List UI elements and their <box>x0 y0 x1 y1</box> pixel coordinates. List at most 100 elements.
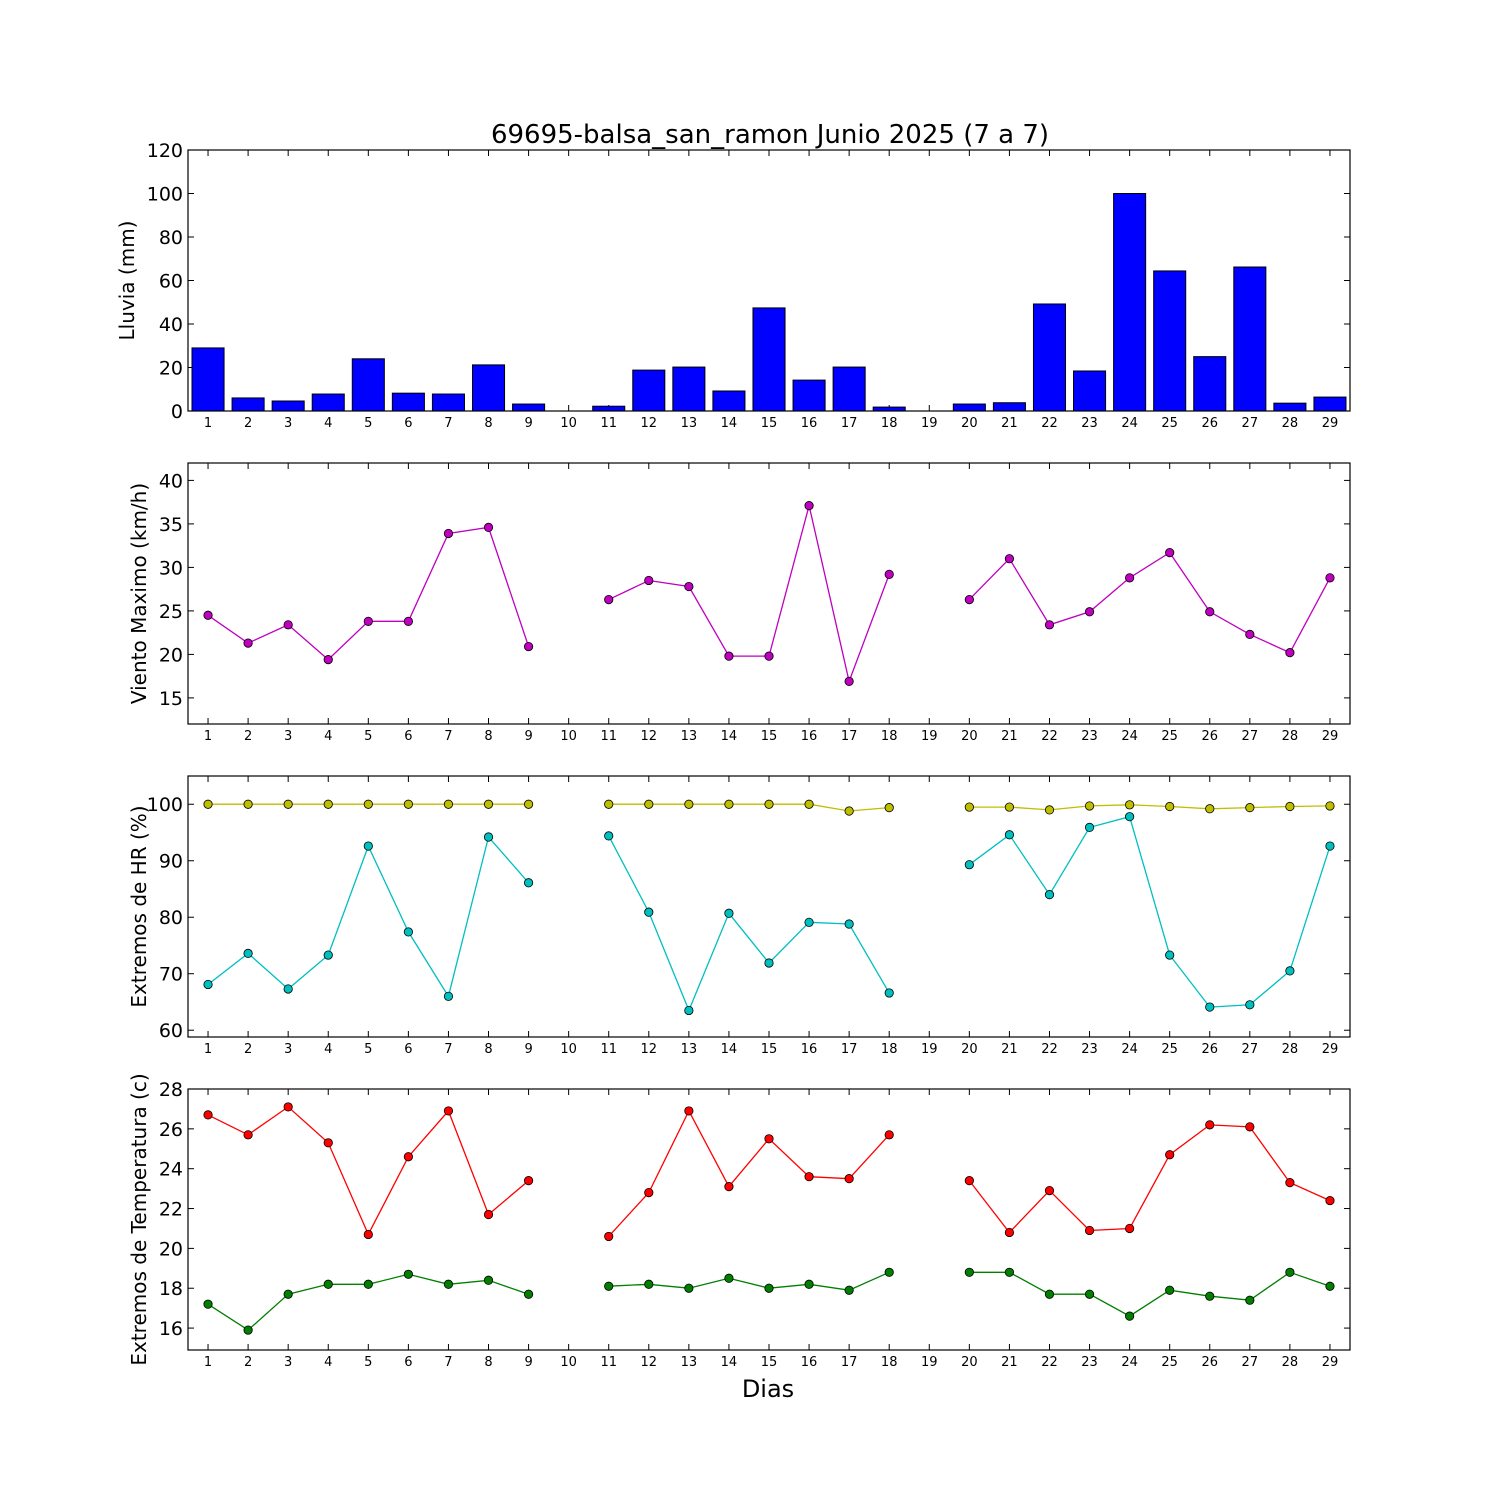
x-tick-label: 10 <box>560 729 577 744</box>
series-point <box>1044 620 1055 630</box>
rain-bar <box>351 358 385 412</box>
rain-bar <box>632 369 666 412</box>
series-point <box>483 1209 494 1220</box>
x-tick-label: 19 <box>921 416 938 431</box>
y-tick-label: 20 <box>159 644 183 666</box>
x-tick-label: 20 <box>961 729 978 744</box>
x-tick-label: 16 <box>801 729 818 744</box>
series-point <box>1245 1295 1255 1305</box>
series-point <box>523 641 534 652</box>
y-tick-label: 35 <box>159 514 183 536</box>
y-tick-label: 24 <box>159 1159 183 1181</box>
series-point <box>483 799 494 809</box>
x-tick-label: 5 <box>364 729 372 744</box>
series-point <box>844 1174 854 1184</box>
series-point <box>1044 1289 1055 1299</box>
x-tick-label: 21 <box>1001 1355 1018 1370</box>
x-tick-label: 15 <box>761 416 778 431</box>
rain-bar <box>1233 266 1267 412</box>
x-tick-label: 15 <box>761 1042 778 1057</box>
series-point <box>644 575 654 586</box>
series-point <box>884 569 894 579</box>
series-point <box>964 1176 974 1186</box>
x-tick-label: 10 <box>560 416 577 431</box>
plot-frame <box>187 1088 1351 1351</box>
series-point <box>1084 801 1095 811</box>
x-tick-label: 10 <box>560 1042 577 1057</box>
rain-bar <box>592 405 626 412</box>
series-point <box>964 594 974 605</box>
series-line-2 <box>207 1271 1331 1331</box>
rain-bar <box>271 400 305 412</box>
y-axis-label: Extremos de Temperatura (c) <box>127 1073 151 1365</box>
series-point <box>884 1267 894 1277</box>
series-point <box>283 1102 293 1112</box>
series-point <box>323 655 333 665</box>
x-tick-label: 2 <box>244 1042 252 1057</box>
x-tick-label: 9 <box>524 1042 532 1057</box>
x-tick-label: 17 <box>841 1042 858 1057</box>
series-point <box>363 799 373 809</box>
x-tick-label: 2 <box>244 729 252 744</box>
series-point <box>844 919 854 929</box>
x-tick-label: 26 <box>1201 1042 1218 1057</box>
x-tick-label: 11 <box>600 1042 617 1057</box>
series-point <box>604 1231 614 1242</box>
series-line-2 <box>207 815 1331 1013</box>
x-tick-label: 8 <box>484 416 492 431</box>
series-point <box>483 1275 494 1285</box>
x-tick-label: 3 <box>284 1042 292 1057</box>
rain-bar <box>792 379 826 412</box>
series-point <box>1325 841 1335 851</box>
series-point <box>1125 800 1135 810</box>
y-tick-label: 15 <box>159 688 183 710</box>
series-point <box>764 958 774 968</box>
y-axis-label: Extremos de HR (%) <box>127 805 151 1007</box>
series-point <box>684 1005 694 1016</box>
x-tick-label: 25 <box>1161 416 1178 431</box>
series-point <box>403 1152 413 1162</box>
series-point <box>443 799 454 809</box>
x-tick-label: 29 <box>1322 1355 1339 1370</box>
series-point <box>804 1172 814 1182</box>
series-point <box>403 799 413 809</box>
series-point <box>1125 812 1135 822</box>
x-tick-label: 15 <box>761 729 778 744</box>
series-point <box>1125 1223 1135 1234</box>
x-tick-label: 7 <box>444 1042 452 1057</box>
series-point <box>1004 1227 1015 1238</box>
y-axis-label: Lluvia (mm) <box>115 221 139 341</box>
series-point <box>1004 554 1015 564</box>
x-tick-label: 18 <box>881 416 898 431</box>
series-point <box>523 799 534 809</box>
x-tick-label: 21 <box>1001 729 1018 744</box>
series-point <box>203 1110 213 1120</box>
rain-bar <box>191 347 225 412</box>
x-tick-label: 4 <box>324 1042 332 1057</box>
x-tick-label: 23 <box>1081 1355 1098 1370</box>
rain-bar <box>1273 402 1307 412</box>
x-tick-label: 4 <box>324 416 332 431</box>
y-tick-label: 120 <box>147 140 183 162</box>
rain-bar <box>832 366 866 412</box>
y-tick-label: 40 <box>159 314 183 336</box>
series-point <box>724 1273 734 1283</box>
chart-title: 69695-balsa_san_ramon Junio 2025 (7 a 7) <box>491 120 1049 150</box>
x-tick-label: 1 <box>204 1042 212 1057</box>
x-tick-label: 13 <box>681 729 698 744</box>
rain-bar <box>952 403 986 412</box>
series-point <box>403 927 413 937</box>
series-point <box>1205 1120 1215 1130</box>
series-point <box>1084 607 1095 617</box>
series-point <box>684 1106 694 1116</box>
x-tick-label: 7 <box>444 1355 452 1370</box>
series-point <box>884 988 894 998</box>
series-point <box>884 803 894 813</box>
x-tick-label: 5 <box>364 416 372 431</box>
series-point <box>323 799 333 809</box>
series-point <box>203 1299 213 1309</box>
x-tick-label: 21 <box>1001 1042 1018 1057</box>
series-point <box>203 610 213 620</box>
